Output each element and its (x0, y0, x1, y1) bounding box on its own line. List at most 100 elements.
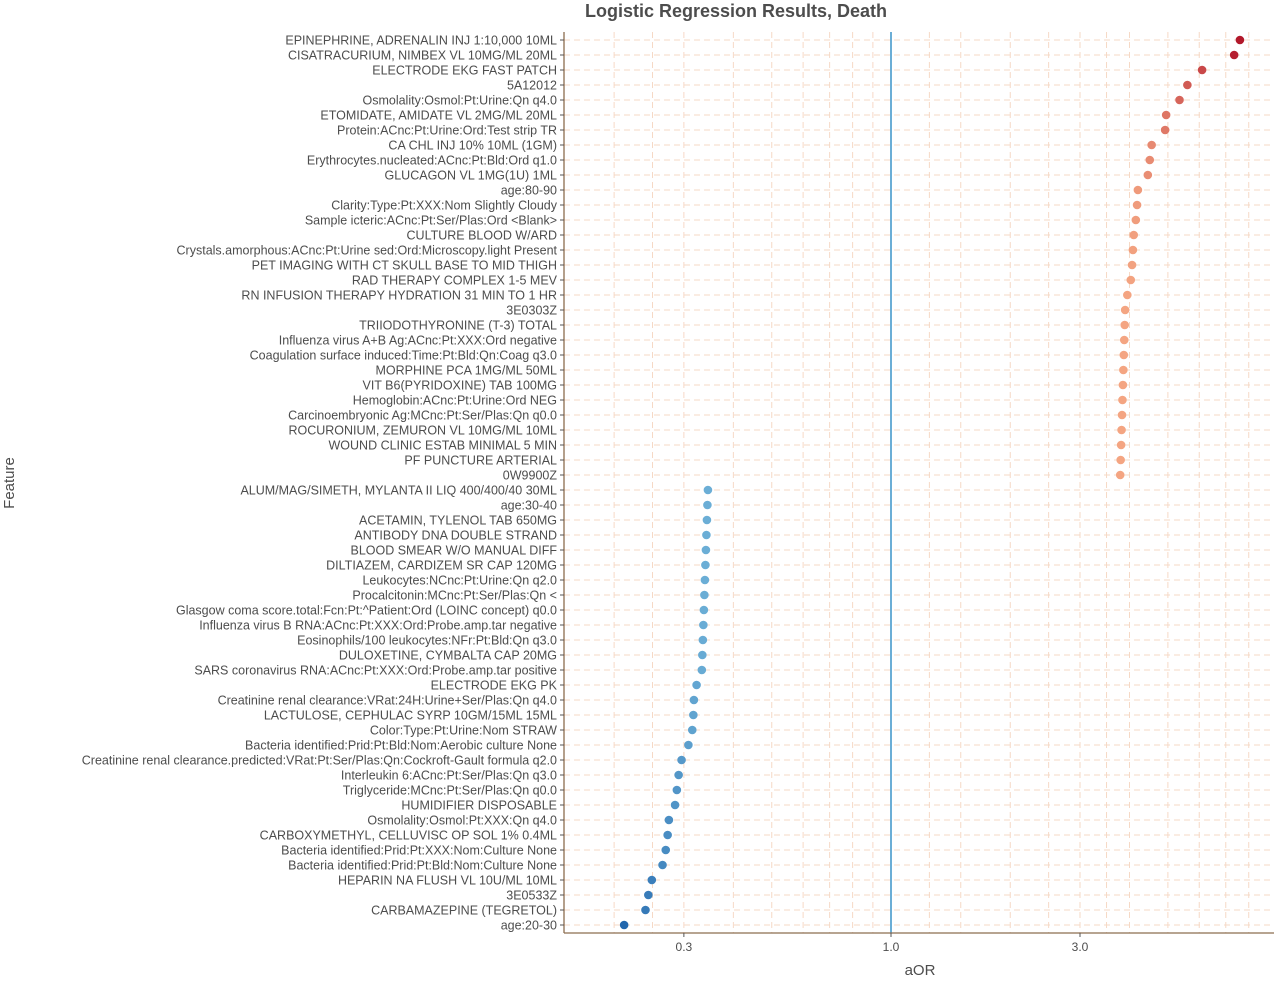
data-point (684, 740, 693, 750)
y-tick-label: Glasgow coma score.total:Fcn:Pt:^Patient… (176, 604, 557, 618)
data-point (1119, 350, 1129, 360)
data-point (1117, 410, 1127, 420)
y-tick-label: ETOMIDATE, AMIDATE VL 2MG/ML 20ML (320, 109, 557, 123)
y-tick-label: Hemoglobin:ACnc:Pt:Urine:Ord NEG (353, 394, 557, 408)
y-tick-label: Bacteria identified:Prid:Pt:Bld:Nom:Cult… (288, 859, 557, 873)
data-point (698, 635, 708, 645)
data-point (689, 695, 699, 705)
y-tick-label: Crystals.amorphous:ACnc:Pt:Urine sed:Ord… (177, 244, 558, 258)
y-tick-label: MORPHINE PCA 1MG/ML 50ML (375, 364, 557, 378)
data-point (692, 680, 701, 690)
axes (560, 32, 1274, 937)
y-tick-label: CISATRACURIUM, NIMBEX VL 10MG/ML 20ML (288, 49, 557, 63)
y-tick-label: Coagulation surface induced:Time:Pt:Bld:… (250, 349, 557, 363)
y-tick-label: EPINEPHRINE, ADRENALIN INJ 1:10,000 10ML (285, 34, 557, 48)
x-tick-labels: 0.3 1.0 3.0 (676, 940, 1089, 954)
data-point (1120, 305, 1130, 315)
y-tick-label: ACETAMIN, TYLENOL TAB 650MG (359, 514, 557, 528)
data-point (1126, 275, 1136, 285)
y-tick-label: 3E0303Z (506, 304, 557, 318)
data-point (1147, 140, 1156, 150)
data-point (677, 755, 686, 765)
y-tick-label: PF PUNCTURE ARTERIAL (404, 454, 557, 468)
y-tick-label: ALUM/MAG/SIMETH, MYLANTA II LIQ 400/400/… (240, 484, 557, 498)
y-tick-label: Leukocytes:NCnc:Pt:Urine:Qn q2.0 (362, 574, 557, 588)
data-point (702, 515, 712, 525)
y-tick-label: Color:Type:Pt:Urine:Nom STRAW (370, 724, 557, 738)
data-point (1132, 200, 1142, 210)
data-point (699, 605, 709, 615)
data-point (619, 920, 629, 930)
y-tick-label: Sample icteric:ACnc:Pt:Ser/Plas:Ord <Bla… (305, 214, 557, 228)
data-point (1127, 260, 1137, 270)
data-point (701, 545, 711, 555)
data-point (1119, 365, 1128, 375)
y-tick-label: SARS coronavirus RNA:ACnc:Pt:XXX:Ord:Pro… (194, 664, 557, 678)
y-tick-label: HUMIDIFIER DISPOSABLE (401, 799, 557, 813)
data-point (1123, 290, 1132, 300)
data-point (689, 710, 698, 720)
data-point (641, 905, 650, 915)
data-point (700, 590, 709, 600)
y-tick-label: ANTIBODY DNA DOUBLE STRAND (354, 529, 557, 543)
y-tick-label: CARBAMAZEPINE (TEGRETOL) (371, 904, 557, 918)
data-point (1145, 155, 1155, 165)
y-tick-label: RN INFUSION THERAPY HYDRATION 31 MIN TO … (241, 289, 557, 303)
data-point (1160, 125, 1170, 135)
data-point (663, 830, 672, 840)
data-point (670, 800, 680, 810)
y-tick-label: Bacteria identified:Prid:Pt:Bld:Nom:Aero… (245, 739, 557, 753)
y-tick-label: 0W9900Z (503, 469, 558, 483)
y-tick-label: GLUCAGON VL 1MG(1U) 1ML (385, 169, 558, 183)
y-axis-title: Feature (1, 457, 18, 509)
data-point (1133, 185, 1143, 195)
data-point (647, 875, 657, 885)
y-tick-label: Osmolality:Osmol:Pt:XXX:Qn q4.0 (367, 814, 557, 828)
y-tick-label: LACTULOSE, CEPHULAC SYRP 10GM/15ML 15ML (264, 709, 557, 723)
data-point (664, 815, 674, 825)
x-tick-label: 3.0 (1072, 940, 1089, 954)
y-tick-label: Creatinine renal clearance:VRat:24H:Urin… (218, 694, 557, 708)
y-tick-label: 5A12012 (507, 79, 557, 93)
x-tick-label: 0.3 (676, 940, 693, 954)
y-tick-label: CA CHL INJ 10% 10ML (1GM) (388, 139, 557, 153)
y-tick-label: BLOOD SMEAR W/O MANUAL DIFF (350, 544, 557, 558)
data-point (1175, 95, 1184, 105)
x-tick-label: 1.0 (883, 940, 900, 954)
data-point (1116, 455, 1125, 465)
y-tick-label: Protein:ACnc:Pt:Urine:Ord:Test strip TR (337, 124, 557, 138)
data-point (1117, 425, 1126, 435)
y-tick-label: Erythrocytes.nucleated:ACnc:Pt:Bld:Ord q… (307, 154, 557, 168)
y-tick-label: Eosinophils/100 leukocytes:NFr:Pt:Bld:Qn… (297, 634, 557, 648)
chart-title: Logistic Regression Results, Death (585, 1, 887, 21)
y-tick-label: CULTURE BLOOD W/ARD (407, 229, 557, 243)
y-tick-label: DILTIAZEM, CARDIZEM SR CAP 120MG (326, 559, 557, 573)
data-point (1116, 440, 1126, 450)
data-point (1229, 50, 1239, 60)
y-tick-label: 3E0533Z (506, 889, 557, 903)
data-point (703, 485, 713, 495)
y-tick-label: HEPARIN NA FLUSH VL 10U/ML 10ML (338, 874, 557, 888)
y-tick-label: Creatinine renal clearance.predicted:VRa… (82, 754, 557, 768)
data-point (698, 650, 707, 660)
data-point (1143, 170, 1153, 180)
y-tick-label: CARBOXYMETHYL, CELLUVISC OP SOL 1% 0.4ML (260, 829, 557, 843)
data-point (702, 530, 711, 540)
data-point (1129, 230, 1139, 240)
data-point (674, 770, 683, 780)
y-tick-label: Osmolality:Osmol:Pt:Urine:Qn q4.0 (362, 94, 557, 108)
data-point (700, 575, 710, 585)
y-tick-label: VIT B6(PYRIDOXINE) TAB 100MG (362, 379, 557, 393)
y-tick-label: DULOXETINE, CYMBALTA CAP 20MG (339, 649, 557, 663)
data-point (658, 860, 667, 870)
data-point (644, 890, 653, 900)
data-point (1118, 395, 1127, 405)
y-tick-label: PET IMAGING WITH CT SKULL BASE TO MID TH… (252, 259, 557, 273)
y-tick-label: ROCURONIUM, ZEMURON VL 10MG/ML 10ML (288, 424, 557, 438)
y-tick-label: Influenza virus B RNA:ACnc:Pt:XXX:Ord:Pr… (199, 619, 557, 633)
y-tick-label: TRIIODOTHYRONINE (T-3) TOTAL (359, 319, 557, 333)
data-point (703, 500, 712, 510)
data-point (699, 620, 708, 630)
